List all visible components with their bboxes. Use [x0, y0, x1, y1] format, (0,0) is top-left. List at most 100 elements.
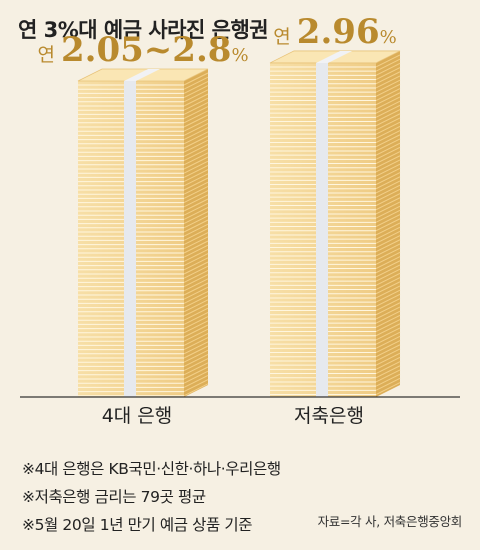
- rate-unit: %: [231, 45, 248, 66]
- bill-edge: [183, 110, 209, 124]
- rate-value: 2.96: [297, 12, 380, 52]
- bill-edge: [375, 130, 401, 143]
- bill-edge: [375, 104, 401, 118]
- bill-edge: [183, 299, 209, 313]
- bill-edge: [375, 67, 401, 80]
- rate-label: 연 2.05~2.8%: [37, 30, 248, 70]
- bar-savings-banks: [269, 50, 401, 397]
- bill-edge: [375, 289, 401, 303]
- bill-edge: [183, 206, 209, 220]
- bill-edge: [183, 311, 209, 325]
- bill-edge: [375, 377, 401, 391]
- bill-edge: [183, 370, 209, 384]
- bill-edge: [375, 256, 401, 269]
- bill-edge: [375, 314, 401, 328]
- bill-band-top: [316, 50, 352, 63]
- bill-edge: [375, 83, 401, 97]
- bill-edge: [183, 85, 209, 99]
- bill-edge: [183, 93, 209, 107]
- bill-edge: [375, 361, 401, 374]
- bill-edge: [183, 72, 209, 86]
- bar-chart: 연 2.05~2.8% 4대 은행 연 2.96% 저축은행: [20, 12, 460, 427]
- bill-edge: [375, 96, 401, 110]
- bill-edge: [375, 155, 401, 169]
- bill-edge: [183, 332, 209, 346]
- bill-edge: [183, 160, 209, 174]
- bill-edge: [183, 173, 209, 187]
- bill-edge: [183, 353, 209, 367]
- bill-edge: [183, 265, 209, 279]
- bill-edge: [183, 307, 209, 321]
- footnote-basis: ※5월 20일 1년 만기 예금 상품 기준: [22, 516, 253, 534]
- bill-edge: [375, 335, 401, 349]
- bill-edge: [375, 142, 401, 156]
- bill-edge: [183, 379, 209, 393]
- bill-edge: [375, 209, 401, 223]
- bill-edge: [375, 172, 401, 185]
- bill-edge: [183, 143, 209, 157]
- bill-edge: [183, 148, 209, 162]
- rate-value: 2.05~2.8: [61, 30, 231, 70]
- bill-edge: [375, 75, 401, 89]
- bill-edge: [375, 340, 401, 353]
- bill-edge: [375, 79, 401, 93]
- bill-edge: [375, 138, 401, 152]
- bill-edge: [183, 177, 209, 191]
- bill-edge: [183, 282, 209, 296]
- bill-edge: [375, 369, 401, 383]
- bill-edge: [375, 323, 401, 337]
- bill-edge: [375, 365, 401, 379]
- bill-edge: [183, 164, 209, 178]
- bill-edge: [375, 218, 401, 232]
- bill-edge: [183, 232, 209, 246]
- bill-edge: [375, 92, 401, 106]
- bill-edge: [183, 316, 209, 330]
- bill-edge: [375, 193, 401, 206]
- bill-edge: [375, 306, 401, 320]
- bill-edge: [375, 319, 401, 332]
- bill-edge: [183, 131, 209, 145]
- bill-edge: [183, 328, 209, 342]
- bill-edge: [375, 125, 401, 139]
- bill-edge: [183, 240, 209, 254]
- bill-edge: [183, 236, 209, 250]
- bill-edge: [183, 257, 209, 271]
- bill-edge: [375, 222, 401, 236]
- bill-edge: [183, 169, 209, 183]
- bill-edge: [375, 113, 401, 127]
- bill-edge: [375, 298, 401, 311]
- bill-edge: [183, 122, 209, 136]
- rate-unit: %: [380, 27, 397, 48]
- bill-edge: [183, 345, 209, 359]
- bill-edge: [183, 374, 209, 388]
- bill-edge: [375, 264, 401, 278]
- bill-edge: [183, 76, 209, 90]
- bill-edge: [183, 118, 209, 132]
- bill-edge: [375, 205, 401, 219]
- bill-edge: [183, 303, 209, 317]
- bill-edge: [375, 134, 401, 148]
- bill-edge: [183, 362, 209, 376]
- bill-edge: [183, 274, 209, 288]
- bar-big4-banks: [77, 68, 209, 397]
- bill-edge: [183, 89, 209, 103]
- bill-edge: [375, 159, 401, 173]
- bill-edge: [375, 268, 401, 282]
- bill-edge: [183, 202, 209, 216]
- bill-edge: [183, 106, 209, 120]
- source-note: 자료=각 사, 저축은행중앙회: [317, 514, 463, 529]
- bill-edge: [183, 269, 209, 283]
- bill-edge: [375, 285, 401, 299]
- bill-edge: [183, 101, 209, 115]
- bill-edge: [375, 176, 401, 190]
- bill-edge: [183, 198, 209, 212]
- bill-edge: [375, 331, 401, 345]
- bill-edge: [183, 80, 209, 94]
- bill-edge: [183, 97, 209, 111]
- bill-edge: [183, 223, 209, 237]
- bill-edge: [375, 167, 401, 181]
- bill-edge: [375, 356, 401, 370]
- bill-edge: [375, 163, 401, 177]
- bill-edge: [375, 88, 401, 101]
- bill-edge: [183, 366, 209, 380]
